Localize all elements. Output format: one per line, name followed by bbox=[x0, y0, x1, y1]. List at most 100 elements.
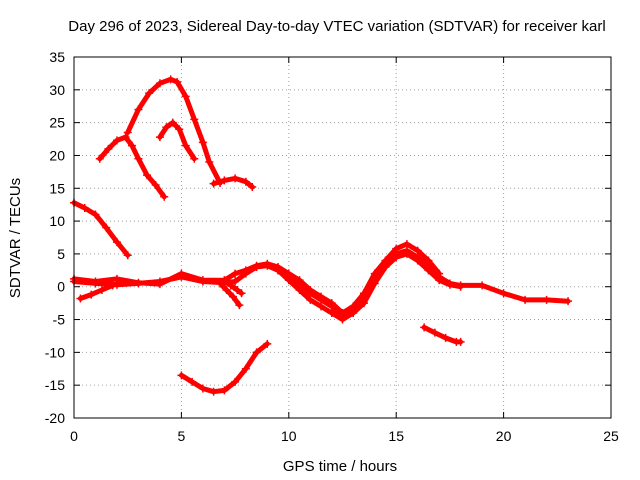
data-point bbox=[226, 281, 235, 290]
data-point bbox=[177, 371, 186, 380]
data-point bbox=[430, 328, 439, 337]
y-tick-label: 25 bbox=[49, 115, 65, 131]
data-point bbox=[252, 261, 261, 270]
data-point bbox=[76, 294, 85, 303]
data-point bbox=[160, 192, 169, 201]
data-point bbox=[317, 292, 326, 301]
data-point bbox=[274, 266, 283, 275]
series-dip-left bbox=[76, 277, 128, 303]
data-point bbox=[123, 128, 132, 137]
data-point bbox=[112, 238, 121, 247]
series-arc-peak-23 bbox=[95, 133, 169, 201]
data-point bbox=[306, 295, 315, 304]
data-point bbox=[456, 282, 465, 291]
series-dip-7 bbox=[216, 279, 244, 310]
data-point bbox=[542, 295, 551, 304]
series-base-c bbox=[274, 249, 465, 324]
data-point bbox=[80, 203, 89, 212]
series-arc-peak-25 bbox=[155, 118, 199, 163]
series-decay-13 bbox=[70, 198, 132, 260]
data-point bbox=[263, 339, 272, 348]
series-slope-8 bbox=[420, 323, 465, 346]
data-point bbox=[222, 286, 231, 295]
data-point bbox=[370, 269, 379, 278]
data-point bbox=[134, 278, 143, 287]
series-arc-peak-31 bbox=[123, 75, 225, 188]
data-point bbox=[231, 269, 240, 278]
data-point bbox=[177, 269, 186, 278]
series-line bbox=[157, 120, 197, 162]
data-point bbox=[237, 289, 246, 298]
data-point bbox=[91, 210, 100, 219]
y-tick-label: 20 bbox=[49, 147, 65, 163]
data-point bbox=[402, 240, 411, 249]
data-point bbox=[295, 276, 304, 285]
data-point bbox=[205, 158, 214, 167]
data-point bbox=[220, 386, 229, 395]
x-tick-label: 20 bbox=[496, 428, 512, 444]
y-tick-label: 35 bbox=[49, 49, 65, 65]
data-point bbox=[402, 249, 411, 258]
series-line bbox=[275, 251, 464, 322]
data-point bbox=[499, 289, 508, 298]
data-point bbox=[220, 277, 229, 286]
data-point bbox=[175, 125, 184, 134]
data-point bbox=[119, 277, 128, 286]
data-point bbox=[413, 256, 422, 265]
y-tick-label: 5 bbox=[57, 246, 65, 262]
x-axis-label: GPS time / hours bbox=[283, 458, 397, 475]
data-point bbox=[155, 280, 164, 289]
data-point bbox=[134, 105, 143, 114]
y-tick-label: -5 bbox=[53, 312, 66, 328]
data-point bbox=[216, 279, 225, 288]
data-point bbox=[241, 266, 250, 275]
y-tick-label: -20 bbox=[45, 410, 65, 426]
chart-title: Day 296 of 2023, Sidereal Day-to-day VTE… bbox=[68, 18, 605, 35]
data-point bbox=[228, 292, 237, 301]
data-point bbox=[284, 276, 293, 285]
data-point bbox=[435, 276, 444, 285]
data-point bbox=[209, 387, 218, 396]
data-point bbox=[241, 364, 250, 373]
series-line bbox=[221, 279, 244, 296]
data-point bbox=[478, 281, 487, 290]
data-point bbox=[392, 253, 401, 262]
series-line bbox=[71, 200, 131, 258]
x-tick-label: 15 bbox=[388, 428, 404, 444]
data-point bbox=[456, 337, 465, 346]
data-point bbox=[198, 384, 207, 393]
data-point bbox=[327, 299, 336, 308]
x-tick-label: 25 bbox=[603, 428, 619, 444]
y-tick-label: 10 bbox=[49, 213, 65, 229]
data-point bbox=[233, 286, 242, 295]
data-point bbox=[231, 377, 240, 386]
data-point bbox=[424, 256, 433, 265]
data-point bbox=[151, 180, 160, 189]
data-point bbox=[181, 92, 190, 101]
data-point bbox=[338, 315, 347, 324]
series-line bbox=[71, 241, 442, 316]
data-point bbox=[181, 141, 190, 150]
y-tick-label: 0 bbox=[57, 279, 65, 295]
data-point bbox=[123, 251, 132, 260]
data-point bbox=[166, 75, 175, 84]
x-tick-label: 5 bbox=[178, 428, 186, 444]
y-axis-label: SDTVAR / TECUs bbox=[7, 178, 24, 298]
series-line bbox=[217, 280, 242, 308]
data-point bbox=[231, 277, 240, 286]
data-point bbox=[121, 133, 130, 142]
plot-frame bbox=[73, 56, 612, 419]
data-point bbox=[112, 136, 121, 145]
data-point bbox=[441, 333, 450, 342]
data-point bbox=[235, 301, 244, 310]
data-point bbox=[231, 174, 240, 183]
data-point bbox=[564, 297, 573, 306]
x-tick-label: 10 bbox=[281, 428, 297, 444]
y-tick-label: 30 bbox=[49, 82, 65, 98]
data-layer bbox=[70, 75, 573, 396]
data-point bbox=[306, 286, 315, 295]
data-point bbox=[188, 377, 197, 386]
y-tick-label: -15 bbox=[45, 377, 65, 393]
data-point bbox=[317, 302, 326, 311]
